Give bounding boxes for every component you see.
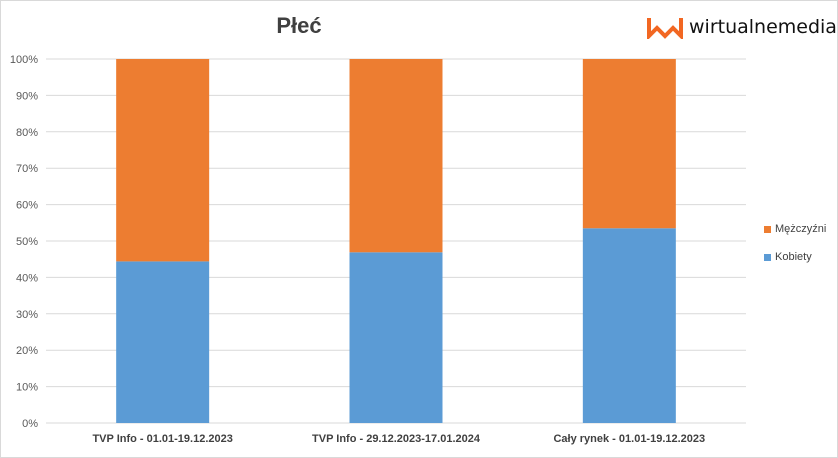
logo-icon — [647, 18, 683, 39]
y-tick-label: 0% — [22, 418, 38, 430]
logo-text: wirtualnemedia — [689, 16, 837, 38]
legend-label-men: Mężczyźni — [775, 223, 827, 235]
x-tick-label: Cały rynek - 01.01-19.12.2023 — [553, 433, 705, 445]
bar-kobiety — [116, 261, 210, 423]
chart-title: Płeć — [276, 13, 322, 38]
y-tick-label: 50% — [16, 236, 38, 248]
y-tick-label: 20% — [16, 345, 38, 357]
bar-mezczyzni — [349, 59, 443, 253]
legend-item-women: Kobiety — [764, 251, 812, 263]
y-tick-label: 100% — [10, 54, 38, 66]
legend-label-women: Kobiety — [775, 251, 812, 263]
x-tick-label: TVP Info - 29.12.2023-17.01.2024 — [312, 433, 481, 445]
bar-kobiety — [582, 228, 676, 423]
bar-mezczyzni — [116, 59, 210, 262]
legend-swatch-women — [764, 253, 771, 261]
y-tick-label: 70% — [16, 163, 38, 175]
bar-kobiety — [349, 252, 443, 423]
y-tick-label: 40% — [16, 272, 38, 284]
y-tick-label: 80% — [16, 127, 38, 139]
y-tick-label: 60% — [16, 200, 38, 212]
wirtualnemedia-logo: wirtualnemedia — [647, 15, 837, 39]
x-tick-label: TVP Info - 01.01-19.12.2023 — [92, 433, 232, 445]
bar-mezczyzni — [582, 59, 676, 229]
y-tick-label: 90% — [16, 90, 38, 102]
y-tick-label: 30% — [16, 309, 38, 321]
y-tick-label: 10% — [16, 382, 38, 394]
legend-item-men: Mężczyźni — [764, 223, 826, 235]
legend-swatch-men — [764, 225, 771, 233]
